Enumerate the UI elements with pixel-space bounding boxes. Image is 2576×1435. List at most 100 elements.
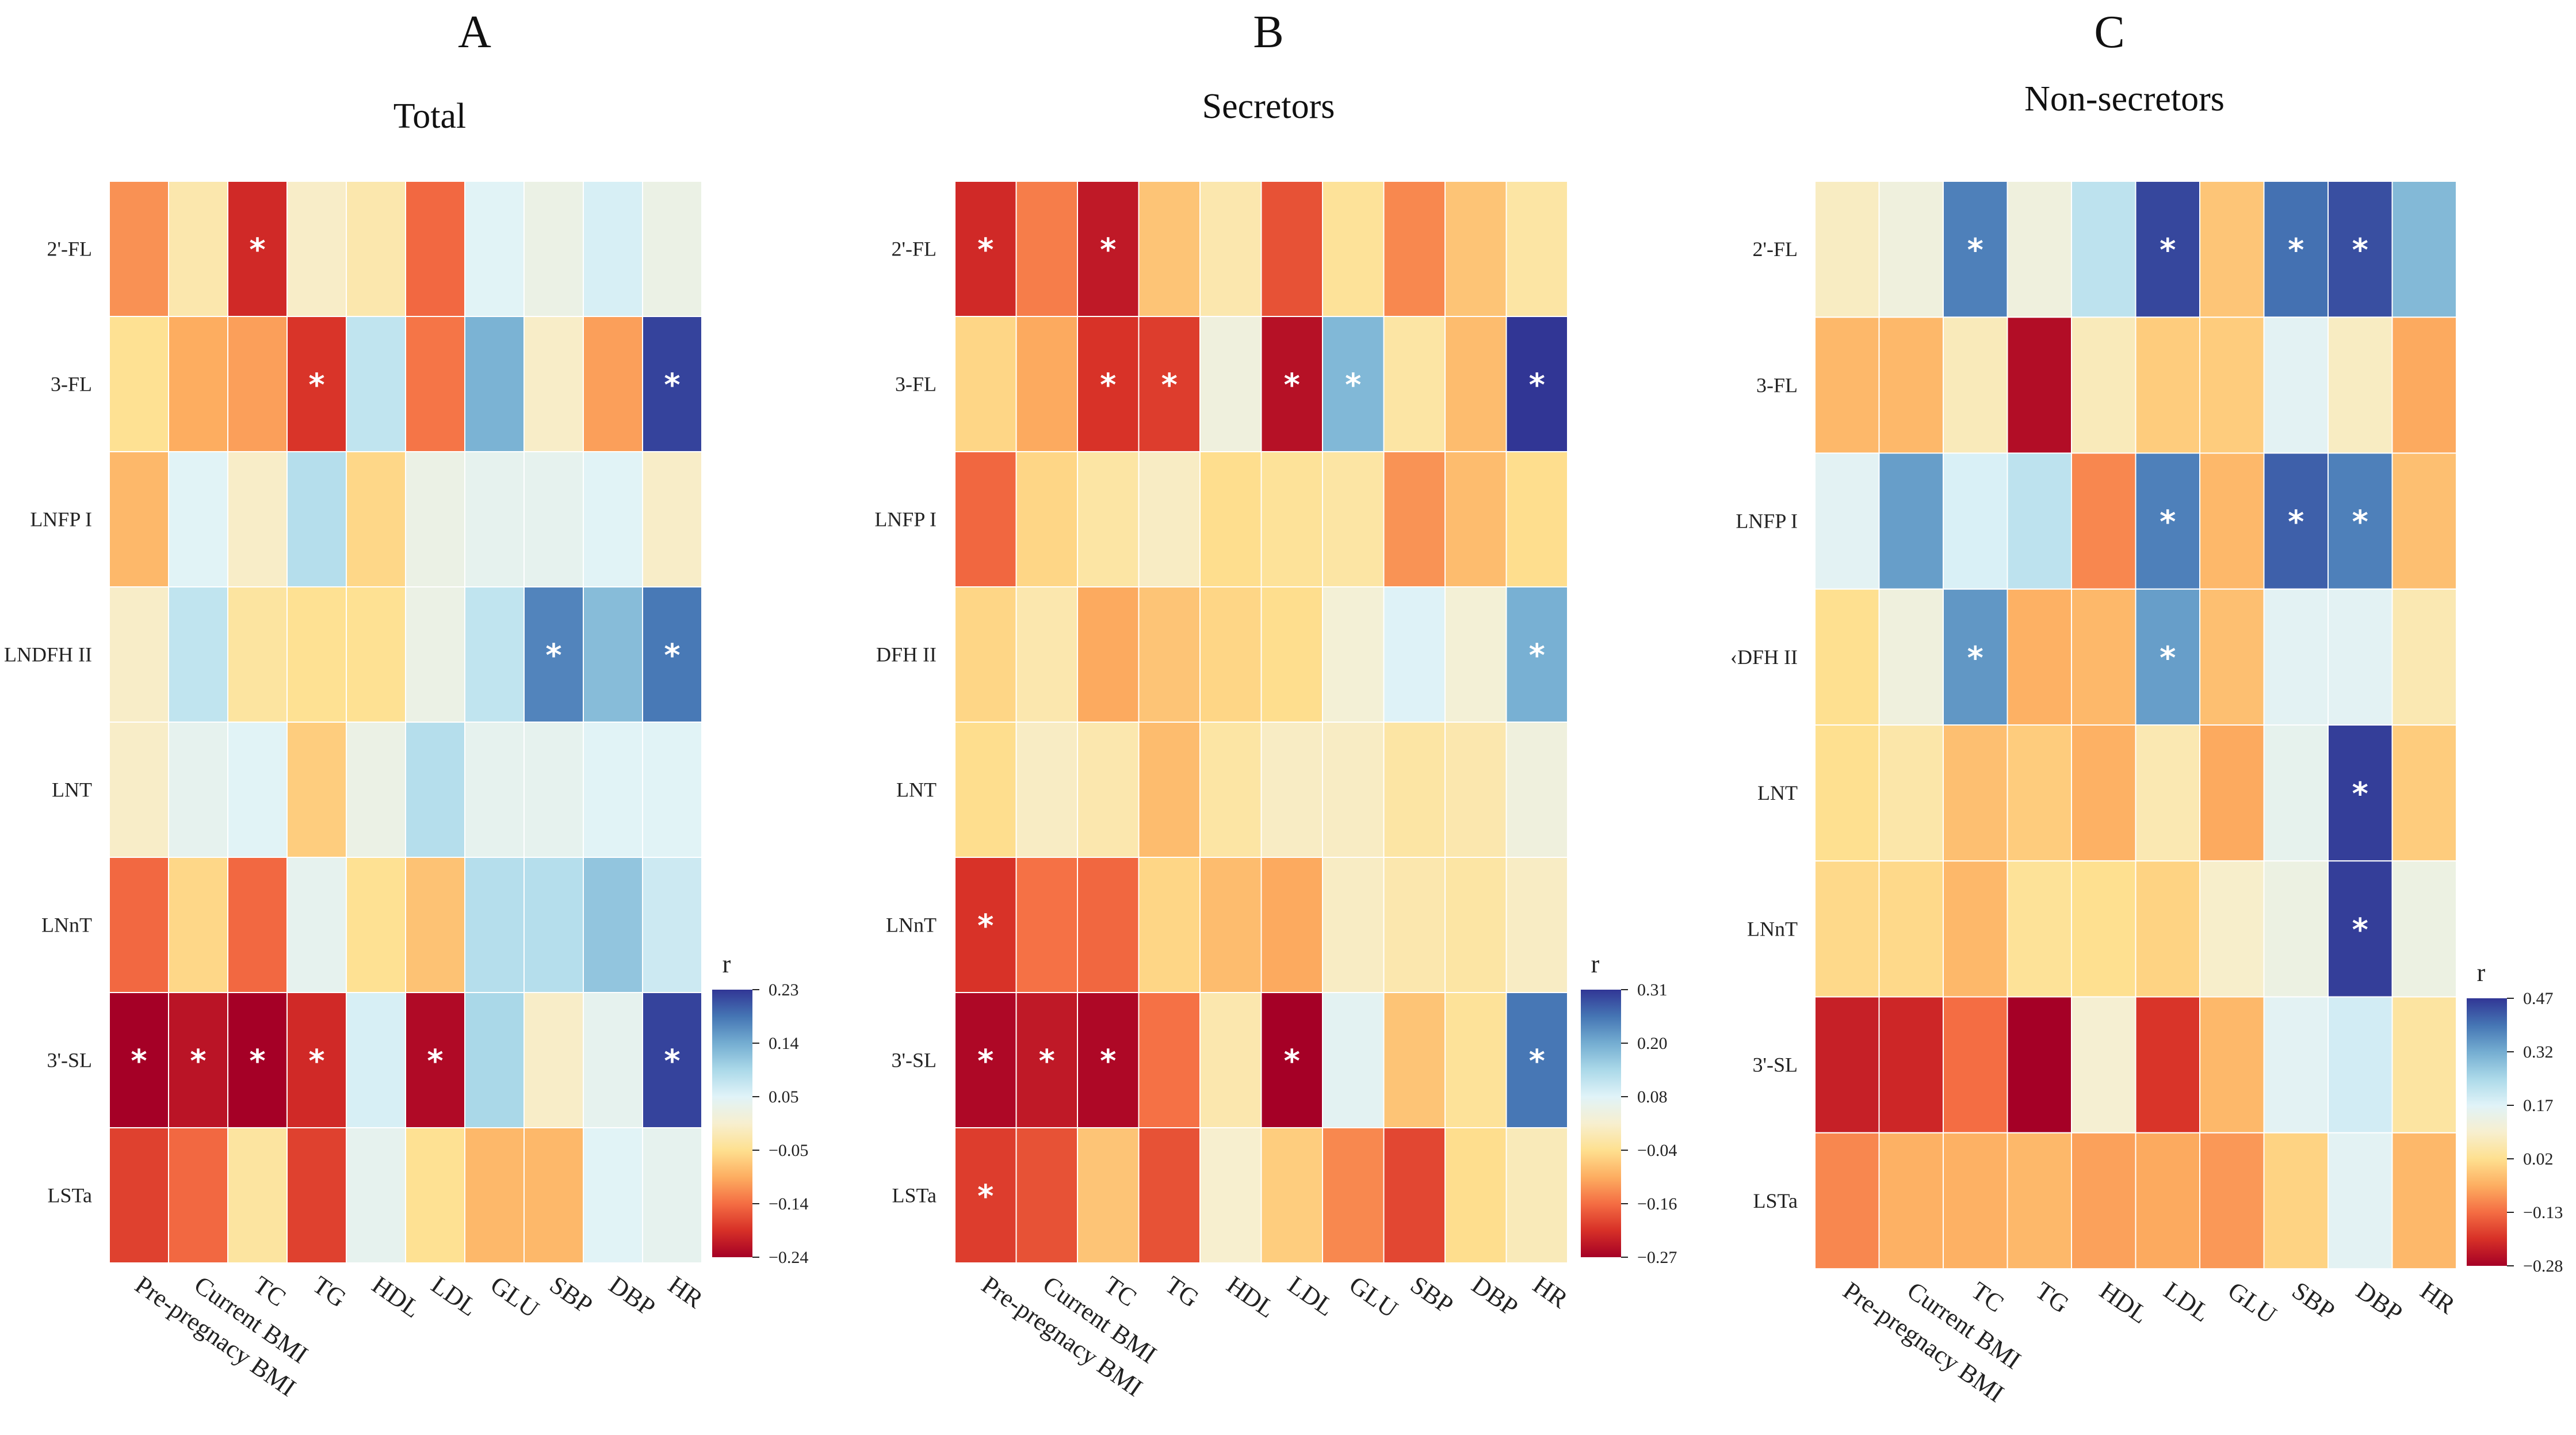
heatmap-cell	[2006, 588, 2072, 726]
legend-tick-label: −0.13	[2523, 1203, 2563, 1222]
legend-title: r	[1591, 950, 1600, 978]
heatmap-cell	[2199, 588, 2265, 726]
heatmap-cell	[405, 181, 465, 317]
heatmap-cell	[1322, 857, 1385, 993]
legend-tick-label: 0.14	[769, 1034, 799, 1053]
significance-star: *	[2352, 911, 2368, 948]
heatmap-cell	[1444, 1127, 1507, 1264]
heatmap-cell	[1260, 722, 1323, 858]
heatmap-cell	[2263, 588, 2329, 726]
heatmap-cell	[583, 1127, 643, 1264]
heatmap-cell	[464, 1127, 525, 1264]
heatmap-cell	[1138, 316, 1201, 452]
significance-star: *	[977, 908, 993, 944]
heatmap-cell	[1814, 316, 1880, 454]
heatmap-cell	[464, 451, 525, 587]
row-label: 3-FL	[51, 373, 92, 396]
heatmap-cell	[1260, 181, 1323, 317]
heatmap-cell	[523, 857, 584, 993]
heatmap-cell	[1322, 316, 1385, 452]
heatmap-cell	[109, 992, 169, 1128]
column-label: SBP	[2287, 1276, 2340, 1325]
heatmap-cell	[2071, 452, 2137, 590]
heatmap-cell	[2327, 181, 2393, 318]
row-label: LNFP I	[874, 508, 937, 531]
heatmap-cell	[1383, 992, 1446, 1128]
significance-star: *	[2160, 640, 2176, 676]
legend-tick-label: 0.05	[769, 1087, 799, 1106]
row-label: 3-FL	[1756, 373, 1798, 396]
heatmap-cell	[346, 451, 406, 587]
column-label: DBP	[1467, 1270, 1523, 1322]
heatmap-cell	[346, 722, 406, 858]
heatmap-cell	[346, 1127, 406, 1264]
heatmap-cell	[405, 992, 465, 1128]
heatmap-cell	[642, 722, 702, 858]
heatmap-cell	[523, 181, 584, 317]
column-label: HDL	[1222, 1270, 1281, 1323]
significance-star: *	[1100, 367, 1116, 403]
heatmap-cell	[1814, 724, 1880, 862]
legend-tick-label: 0.02	[2523, 1150, 2554, 1169]
heatmap-cell	[1943, 452, 2008, 590]
legend-tick-label: 0.23	[769, 980, 799, 999]
legend-title: r	[2477, 959, 2486, 987]
heatmap-cell	[1077, 451, 1140, 587]
heatmap-cell	[2135, 860, 2200, 998]
heatmap-cell	[1199, 451, 1262, 587]
row-label: LNT	[52, 778, 92, 802]
column-label: TC	[1966, 1276, 2009, 1318]
heatmap-cell	[1138, 857, 1201, 993]
significance-star: *	[1161, 367, 1178, 403]
legend-tick-label: 0.20	[1637, 1034, 1668, 1053]
heatmap-cell	[109, 586, 169, 723]
color-scale-bar	[2467, 998, 2507, 1266]
heatmap-cell	[523, 451, 584, 587]
column-label: HR	[1528, 1270, 1573, 1314]
row-label: 3'-SL	[1753, 1054, 1798, 1077]
heatmap-cell	[1077, 857, 1140, 993]
heatmap-cell	[2199, 724, 2265, 862]
heatmap-cell	[227, 451, 288, 587]
panel-title-non-secretors: Non-secretors	[2024, 79, 2225, 119]
heatmap-cell	[1878, 996, 1944, 1134]
heatmap-cell	[1505, 181, 1568, 317]
heatmap-cell	[1444, 181, 1507, 317]
legend-tick-label: −0.16	[1637, 1194, 1677, 1213]
heatmap-cell	[2135, 724, 2200, 862]
heatmap-cell	[2391, 181, 2457, 318]
row-label: LNT	[1757, 781, 1798, 804]
heatmap-cell	[583, 316, 643, 452]
heatmap-cell	[1444, 992, 1507, 1128]
heatmap-cell	[1383, 586, 1446, 723]
legend-tick-label: −0.27	[1637, 1248, 1677, 1267]
heatmap-cell	[168, 722, 228, 858]
column-label: GLU	[1344, 1270, 1403, 1323]
heatmap-cell	[1383, 451, 1446, 587]
row-label: LNnT	[41, 914, 92, 937]
heatmap-cell	[168, 451, 228, 587]
heatmap-cell	[2327, 316, 2393, 454]
heatmap-cell	[1322, 1127, 1385, 1264]
heatmap-cell	[1814, 588, 1880, 726]
significance-star: *	[249, 1043, 265, 1079]
heatmap-cell	[405, 857, 465, 993]
heatmap-cell	[109, 181, 169, 317]
heatmap-cell	[2006, 860, 2072, 998]
row-label: LNFP I	[1736, 510, 1798, 533]
heatmap-cell	[1505, 586, 1568, 723]
column-label: SBP	[1405, 1270, 1458, 1319]
legend-tick-label: 0.08	[1637, 1087, 1668, 1106]
heatmap-cell	[1814, 996, 1880, 1134]
heatmap-cell	[1260, 451, 1323, 587]
heatmap-cell	[1199, 586, 1262, 723]
heatmap-cell	[227, 1127, 288, 1264]
heatmap-cell	[464, 722, 525, 858]
heatmap-cell	[286, 181, 347, 317]
heatmap-cell	[642, 857, 702, 993]
significance-star: *	[1529, 1043, 1545, 1079]
heatmap-panel-c: C Non-secretors * * * * 2'-FL 3-FL * * * LNFP I * *…	[1730, 7, 2563, 1408]
significance-star: *	[308, 367, 324, 403]
heatmap-cell	[2135, 181, 2200, 318]
